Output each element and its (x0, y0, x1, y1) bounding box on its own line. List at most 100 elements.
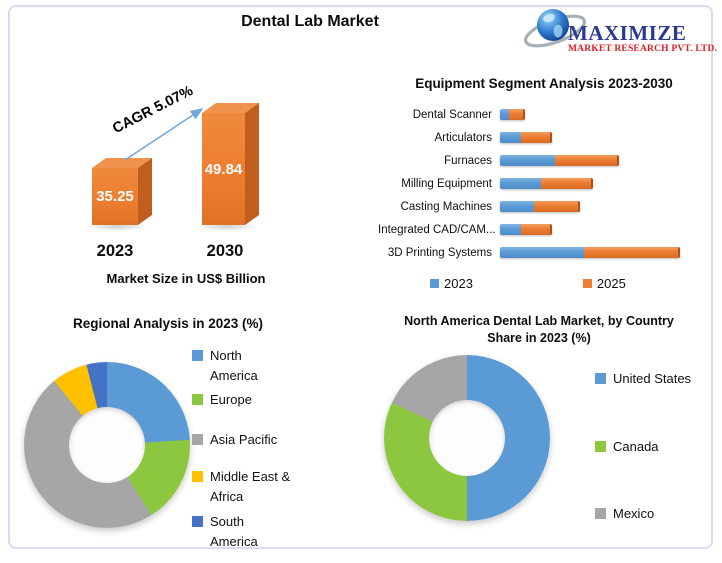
equipment-bar-segment-2023 (500, 201, 534, 212)
regional-analysis-chart: Regional Analysis in 2023 (%) North Ameri… (18, 316, 353, 551)
bar-top-face (92, 158, 152, 168)
equipment-bar (500, 178, 593, 189)
page-title: Dental Lab Market (241, 13, 379, 30)
legend-label: North America (210, 348, 258, 383)
market-bar: 35.25 (92, 168, 138, 225)
legend-item: South America (192, 512, 290, 551)
equipment-bar (500, 201, 581, 212)
bar-side-face (245, 103, 259, 225)
legend-item: Middle East & Africa (192, 467, 290, 506)
legend-label: 2023 (444, 276, 473, 291)
legend-swatch (595, 373, 606, 384)
country-chart-title-line2: Share in 2023 (%) (487, 331, 591, 345)
equipment-row: Milling Equipment (378, 172, 710, 195)
equipment-bar-segment-2023 (500, 224, 522, 235)
equipment-category-label: Furnaces (444, 154, 492, 167)
equipment-segment-chart: Equipment Segment Analysis 2023-2030 Den… (378, 76, 710, 306)
market-bar: 49.84 (202, 113, 245, 225)
legend-label: 2025 (596, 276, 626, 291)
x-axis-label-2030: 2030 (206, 242, 244, 260)
legend-swatch (192, 433, 203, 445)
legend-swatch (430, 279, 439, 288)
legend-label: Asia Pacific (210, 431, 278, 447)
equipment-legend: 2023 2025 (430, 276, 710, 291)
equipment-bar (500, 224, 552, 235)
legend-label: Mexico (613, 506, 655, 521)
regional-legend: North America Europe Asia Pacific Middle Eas… (192, 346, 290, 551)
legend-item: Mexico (595, 504, 691, 524)
equipment-row: Dental Scanner (378, 103, 710, 126)
equipment-chart-title: Equipment Segment Analysis 2023-2030 (415, 76, 673, 91)
equipment-row: Casting Machines (378, 195, 710, 218)
regional-chart-title: Regional Analysis in 2023 (%) (72, 316, 264, 331)
logo-company-name: MAXIMIZE (568, 21, 687, 45)
legend-item: Canada (595, 437, 691, 457)
border-frame (8, 5, 713, 549)
equipment-category-label: 3D Printing Systems (387, 246, 492, 259)
country-chart-title-line1: North America Dental Lab Market, by Coun… (404, 314, 674, 328)
equipment-bar (500, 132, 552, 143)
legend-item: Europe (192, 390, 290, 410)
equipment-bar (500, 109, 526, 120)
equipment-category-label: Articulators (434, 131, 492, 144)
equipment-legend-item: 2025 (582, 276, 626, 291)
equipment-bar-segment-2023 (500, 155, 556, 166)
bar-front-face (202, 113, 245, 225)
legend-swatch (192, 471, 203, 482)
legend-label: Middle East & Africa (210, 469, 291, 504)
bar-shadow (196, 222, 258, 231)
equipment-rows: Dental Scanner Articulators Furnaces Millin… (378, 103, 710, 264)
legend-swatch (192, 394, 203, 405)
country-legend: United States Canada Mexico (595, 369, 691, 524)
equipment-bar-segment-2025 (583, 247, 680, 258)
legend-swatch (582, 279, 592, 288)
market-size-chart: 35.25 49.84 CAGR 5.07% 2023 2030 Market … (40, 70, 360, 310)
equipment-bar-segment-2025 (521, 224, 552, 235)
country-donut (384, 355, 550, 521)
equipment-bar-segment-2025 (540, 178, 593, 189)
equipment-row: Furnaces (378, 149, 710, 172)
equipment-bar-segment-2025 (508, 109, 526, 120)
bar-value-label: 49.84 (204, 160, 243, 178)
legend-swatch (192, 350, 203, 361)
equipment-bar-segment-2023 (500, 109, 509, 120)
x-axis-label-2023: 2023 (96, 242, 134, 260)
bar-value-label: 35.25 (96, 188, 134, 205)
market-size-caption: Market Size in US$ Billion (106, 271, 266, 286)
legend-swatch (595, 508, 606, 519)
equipment-bar-segment-2025 (533, 201, 581, 212)
cagr-arrow-icon (124, 108, 204, 161)
bar-front-face (92, 168, 138, 225)
country-chart-title: North America Dental Lab Market, by Coun… (365, 313, 713, 347)
equipment-bar-segment-2023 (500, 132, 522, 143)
equipment-legend-item: 2023 (430, 276, 473, 291)
bar-shadow (86, 222, 148, 231)
bar-top-face (202, 103, 259, 113)
equipment-category-label: Casting Machines (400, 200, 492, 213)
equipment-category-label: Dental Scanner (412, 108, 492, 121)
equipment-bar-segment-2025 (521, 132, 552, 143)
legend-label: South America (210, 514, 258, 549)
legend-item: United States (595, 369, 691, 389)
equipment-category-label: Integrated CAD/CAM... (378, 223, 496, 236)
legend-label: Europe (210, 392, 252, 407)
legend-item: Asia Pacific (192, 430, 290, 450)
bar-side-face (138, 158, 152, 225)
legend-label: Canada (613, 438, 659, 454)
equipment-category-label: Milling Equipment (401, 177, 492, 190)
equipment-bar-segment-2023 (500, 178, 541, 189)
country-share-chart: North America Dental Lab Market, by Coun… (365, 313, 713, 553)
globe-icon (524, 9, 586, 48)
equipment-bar-segment-2025 (555, 155, 620, 166)
equipment-bar (500, 247, 680, 258)
equipment-row: Articulators (378, 126, 710, 149)
regional-donut (24, 362, 190, 528)
legend-swatch (595, 440, 606, 452)
legend-label: United States (613, 371, 692, 386)
legend-item: North America (192, 346, 290, 385)
legend-swatch (192, 516, 203, 527)
company-logo: MAXIMIZE MARKET RESEARCH PVT. LTD. (522, 4, 717, 58)
logo-text: MAXIMIZE MARKET RESEARCH PVT. LTD. (568, 21, 717, 55)
equipment-row: 3D Printing Systems (378, 241, 710, 264)
